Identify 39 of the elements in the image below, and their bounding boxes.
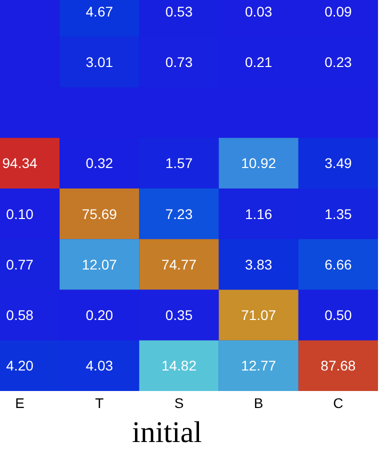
data-label: 3.49 — [324, 155, 352, 172]
data-label: 4.20 — [6, 358, 34, 374]
data-label: 0.32 — [86, 155, 114, 172]
data-label: 0.35 — [165, 307, 193, 324]
x-tick-label: B — [254, 394, 264, 411]
x-axis-title: initial — [132, 416, 202, 449]
data-label: 0.20 — [86, 307, 114, 324]
data-label: 87.68 — [320, 358, 356, 374]
data-label: 0.73 — [165, 54, 193, 70]
data-label: 0.77 — [6, 256, 34, 272]
data-label: 10.92 — [241, 155, 276, 172]
x-tick-label: S — [174, 394, 184, 411]
x-tick-label: C — [333, 394, 344, 411]
data-label: 3.01 — [86, 54, 114, 70]
data-label: 0.10 — [6, 206, 34, 222]
data-label: 4.03 — [86, 358, 114, 374]
data-label: 0.21 — [244, 54, 272, 70]
data-label: 0.23 — [324, 54, 352, 70]
data-label: 7.23 — [165, 206, 193, 222]
data-label: 4.67 — [86, 3, 114, 20]
data-label: 94.34 — [2, 155, 38, 172]
data-label: 74.77 — [161, 256, 197, 272]
data-label: 12.07 — [82, 256, 118, 272]
x-tick-label: E — [15, 394, 24, 411]
data-label: 1.57 — [165, 155, 193, 172]
x-tick-label: T — [95, 394, 104, 411]
data-label: 1.35 — [324, 206, 352, 222]
data-label: 0.58 — [6, 307, 34, 324]
data-label: 14.82 — [161, 358, 197, 374]
data-label: 0.09 — [324, 3, 352, 20]
data-label: 0.50 — [324, 307, 352, 324]
data-label: 6.66 — [324, 256, 352, 272]
data-label: 75.69 — [82, 206, 118, 222]
data-label: 1.16 — [244, 206, 272, 222]
data-label: 12.77 — [241, 358, 276, 374]
data-label: 3.83 — [244, 256, 272, 272]
data-label: 0.53 — [165, 3, 193, 20]
data-label: 0.03 — [244, 3, 272, 20]
data-label: 71.07 — [241, 307, 276, 324]
